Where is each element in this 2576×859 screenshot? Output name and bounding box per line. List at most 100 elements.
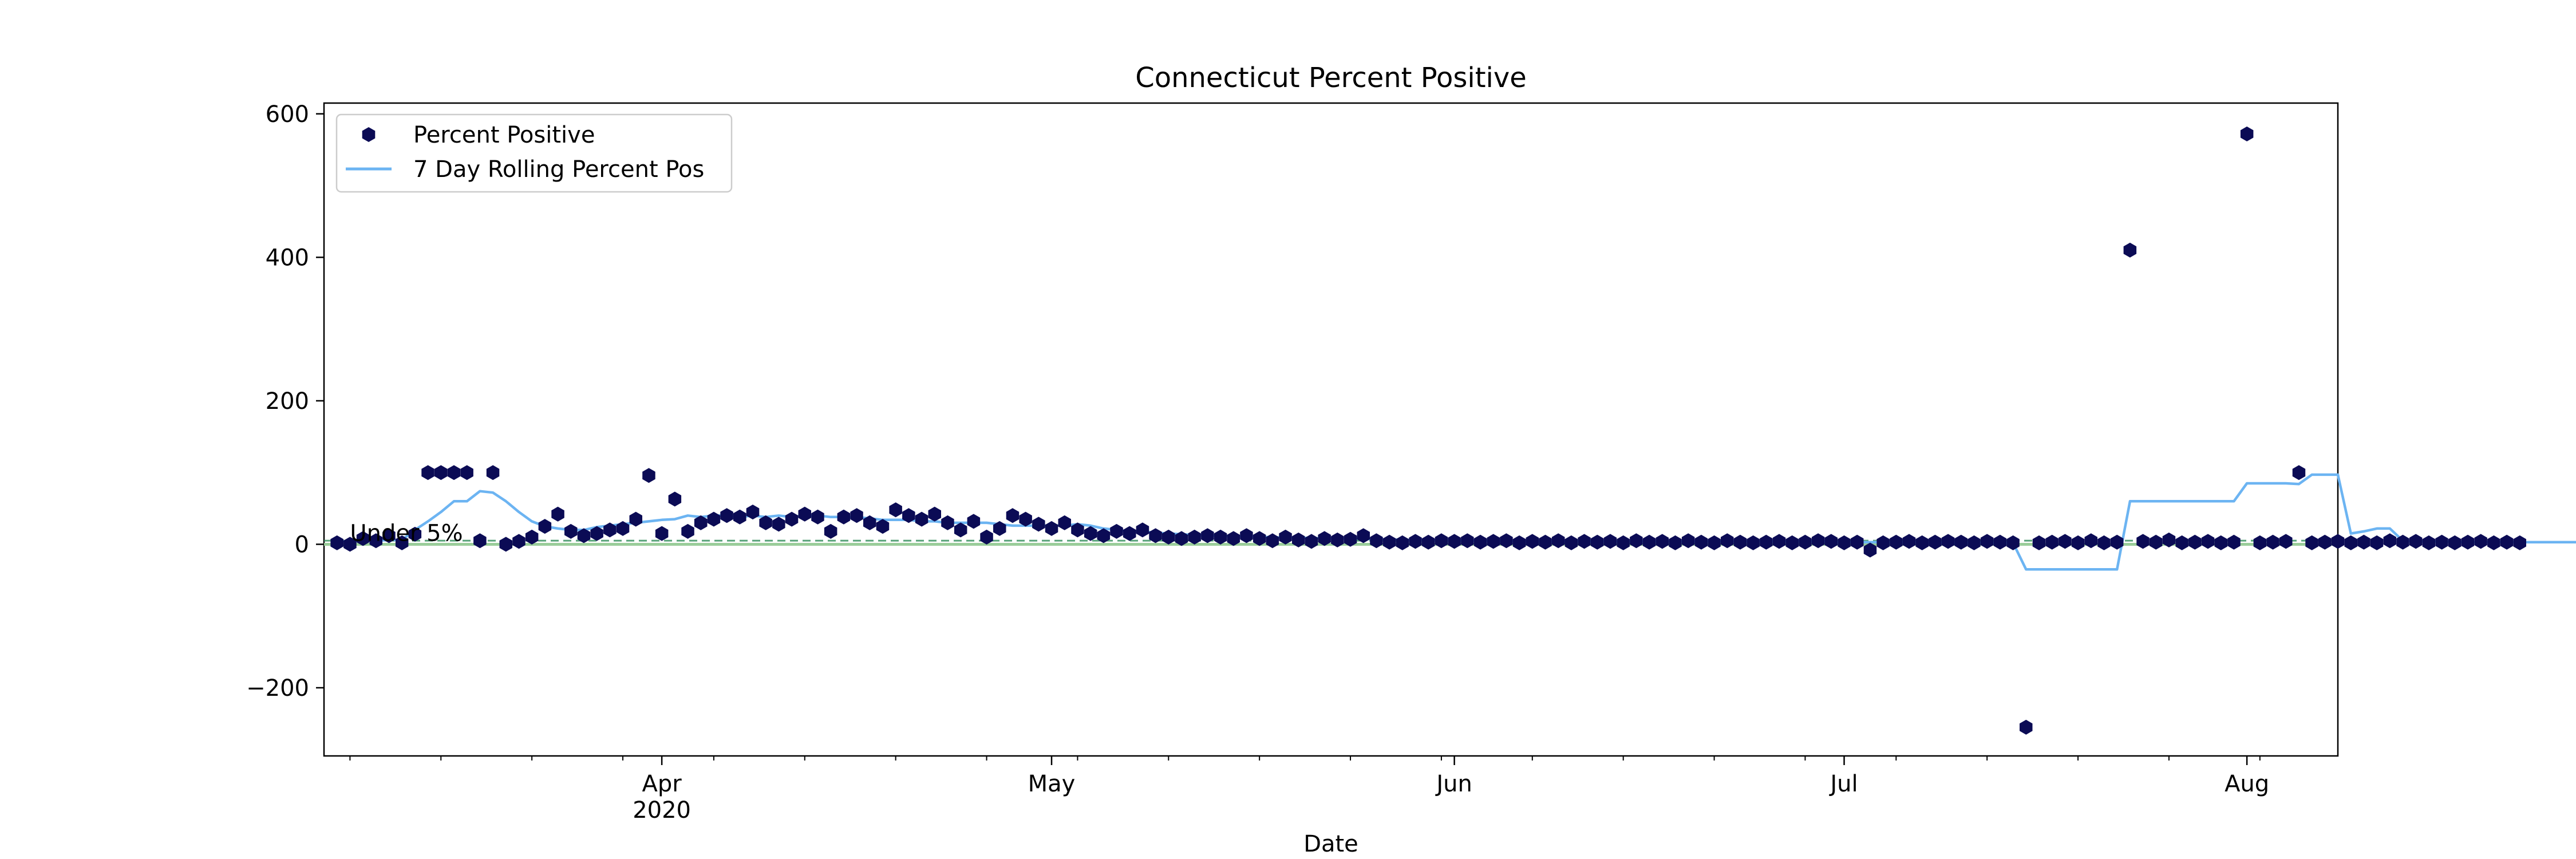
data-point	[1876, 535, 1890, 550]
data-point	[603, 522, 617, 538]
data-point	[1227, 531, 1240, 546]
threshold-annotation: Under 5%	[350, 521, 463, 547]
data-point	[2201, 534, 2215, 549]
data-point	[499, 537, 512, 552]
data-point	[421, 465, 434, 480]
data-point	[1824, 534, 1838, 549]
data-point	[707, 511, 721, 527]
data-point	[889, 502, 902, 518]
data-point	[1733, 534, 1747, 550]
data-point	[2448, 535, 2462, 550]
data-point	[2344, 535, 2357, 550]
data-point	[772, 517, 785, 532]
data-point	[1512, 535, 1526, 550]
data-point	[1331, 532, 1344, 547]
data-point	[2292, 465, 2306, 480]
data-point	[1071, 522, 1084, 538]
data-point	[1603, 534, 1617, 549]
data-point	[1253, 531, 1266, 546]
data-point	[1448, 534, 1461, 549]
data-point	[1967, 535, 1981, 550]
data-point	[720, 508, 733, 523]
data-point	[616, 521, 630, 536]
plot-area: Under 5%	[323, 102, 2576, 757]
data-point	[1110, 523, 1123, 539]
data-point	[1006, 508, 1020, 523]
data-point	[330, 535, 343, 550]
data-point	[447, 465, 461, 480]
data-point	[1396, 535, 1409, 550]
data-point	[824, 523, 837, 539]
data-point	[1058, 515, 1071, 530]
data-point	[1681, 533, 1695, 549]
data-point	[2253, 535, 2267, 550]
data-point	[2162, 532, 2176, 547]
data-point	[2084, 533, 2097, 549]
data-point	[1357, 528, 1370, 543]
data-point	[746, 505, 760, 520]
data-point	[811, 509, 824, 525]
data-point	[798, 506, 811, 522]
y-tick-label: 600	[266, 101, 309, 128]
data-point	[2487, 535, 2500, 550]
data-point	[2305, 535, 2318, 550]
data-point	[1201, 528, 1214, 543]
data-point	[1902, 534, 1916, 549]
data-point	[408, 526, 422, 542]
data-point	[1266, 533, 1279, 549]
data-point	[1149, 528, 1162, 543]
x-tick-sublabel: 2020	[633, 797, 691, 823]
data-point	[980, 529, 993, 545]
data-point	[1162, 529, 1175, 545]
data-point	[2110, 534, 2124, 550]
data-point	[356, 531, 370, 546]
data-point	[668, 491, 682, 507]
legend: Percent Positive 7 Day Rolling Percent P…	[335, 113, 733, 193]
data-point	[1097, 528, 1111, 543]
data-point	[2175, 535, 2188, 550]
data-point	[941, 515, 954, 530]
data-point	[538, 519, 552, 534]
legend-hexagon-marker-icon	[362, 127, 376, 142]
data-point	[2331, 534, 2345, 549]
data-point	[2435, 534, 2448, 550]
data-point	[655, 526, 669, 541]
data-point	[1382, 534, 1396, 550]
data-point	[1045, 521, 1058, 536]
data-point	[1656, 534, 1669, 549]
data-point	[2318, 534, 2332, 550]
y-tick-label: 400	[266, 245, 309, 271]
data-point	[2071, 535, 2085, 550]
data-point	[785, 511, 799, 527]
data-point	[1019, 511, 1032, 527]
data-point	[1785, 535, 1799, 550]
legend-box	[335, 113, 733, 193]
data-point	[395, 535, 409, 550]
data-point	[876, 519, 890, 534]
data-point	[1721, 533, 1734, 549]
data-point	[993, 521, 1006, 536]
data-point	[1863, 542, 1877, 558]
data-point	[1175, 531, 1188, 546]
chart-title: Connecticut Percent Positive	[1135, 62, 1527, 94]
data-point	[1551, 533, 1565, 549]
data-point	[2032, 535, 2046, 550]
data-point	[1084, 526, 1097, 541]
data-point	[681, 523, 694, 539]
data-point	[1461, 533, 1474, 549]
data-point	[1032, 517, 1045, 532]
data-point	[1305, 534, 1318, 549]
data-point	[2500, 534, 2514, 550]
data-point	[2370, 535, 2384, 550]
y-axis: −200 0 200 400 600	[246, 101, 324, 702]
data-point	[759, 515, 772, 530]
data-point	[2150, 534, 2163, 550]
x-axis-label: Date	[1303, 831, 1358, 857]
y-tick-label: −200	[246, 675, 309, 702]
data-point	[551, 506, 564, 522]
data-point	[863, 515, 876, 530]
data-point	[1578, 534, 1591, 549]
data-point	[1630, 533, 1643, 549]
data-point	[1279, 529, 1292, 545]
